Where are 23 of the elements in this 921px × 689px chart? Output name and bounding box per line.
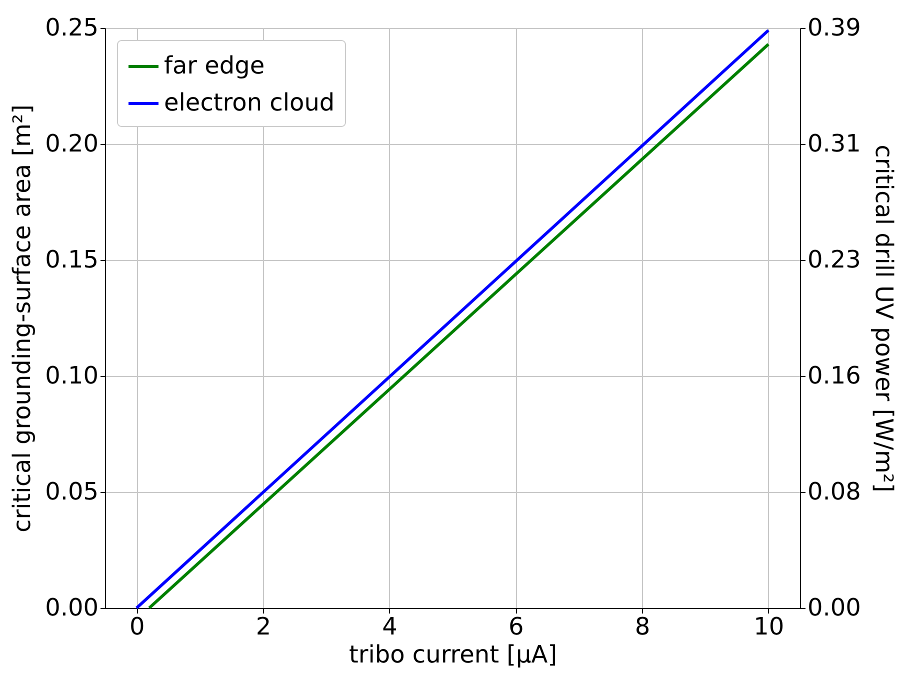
y2-tick-label: 0.31: [808, 130, 861, 158]
x-tick-label: 8: [634, 612, 650, 640]
y2-tick-label: 0.23: [808, 246, 861, 274]
y-tick-label: 0.00: [45, 594, 98, 622]
legend-label: far edge: [164, 52, 265, 80]
x-tick-label: 10: [754, 612, 784, 640]
y2-tick-label: 0.00: [808, 594, 861, 622]
y2-tick-label: 0.16: [808, 362, 861, 390]
x-tick-label: 0: [129, 612, 145, 640]
y-axis-title: critical grounding-surface area [m²]: [8, 104, 36, 532]
y-tick-label: 0.05: [45, 478, 98, 506]
y-tick-label: 0.25: [45, 14, 98, 42]
x-tick-label: 4: [382, 612, 398, 640]
y-tick-label: 0.15: [45, 246, 98, 274]
legend-label: electron cloud: [164, 88, 335, 116]
x-tick-label: 6: [508, 612, 524, 640]
y2-tick-label: 0.39: [808, 14, 861, 42]
y2-axis-title: critical drill UV power [W/m²]: [870, 144, 898, 492]
x-axis-title: tribo current [μA]: [348, 640, 558, 668]
y-tick-label: 0.20: [45, 130, 98, 158]
y2-tick-label: 0.08: [808, 478, 861, 506]
x-tick-label: 2: [256, 612, 272, 640]
y-tick-label: 0.10: [45, 362, 98, 390]
